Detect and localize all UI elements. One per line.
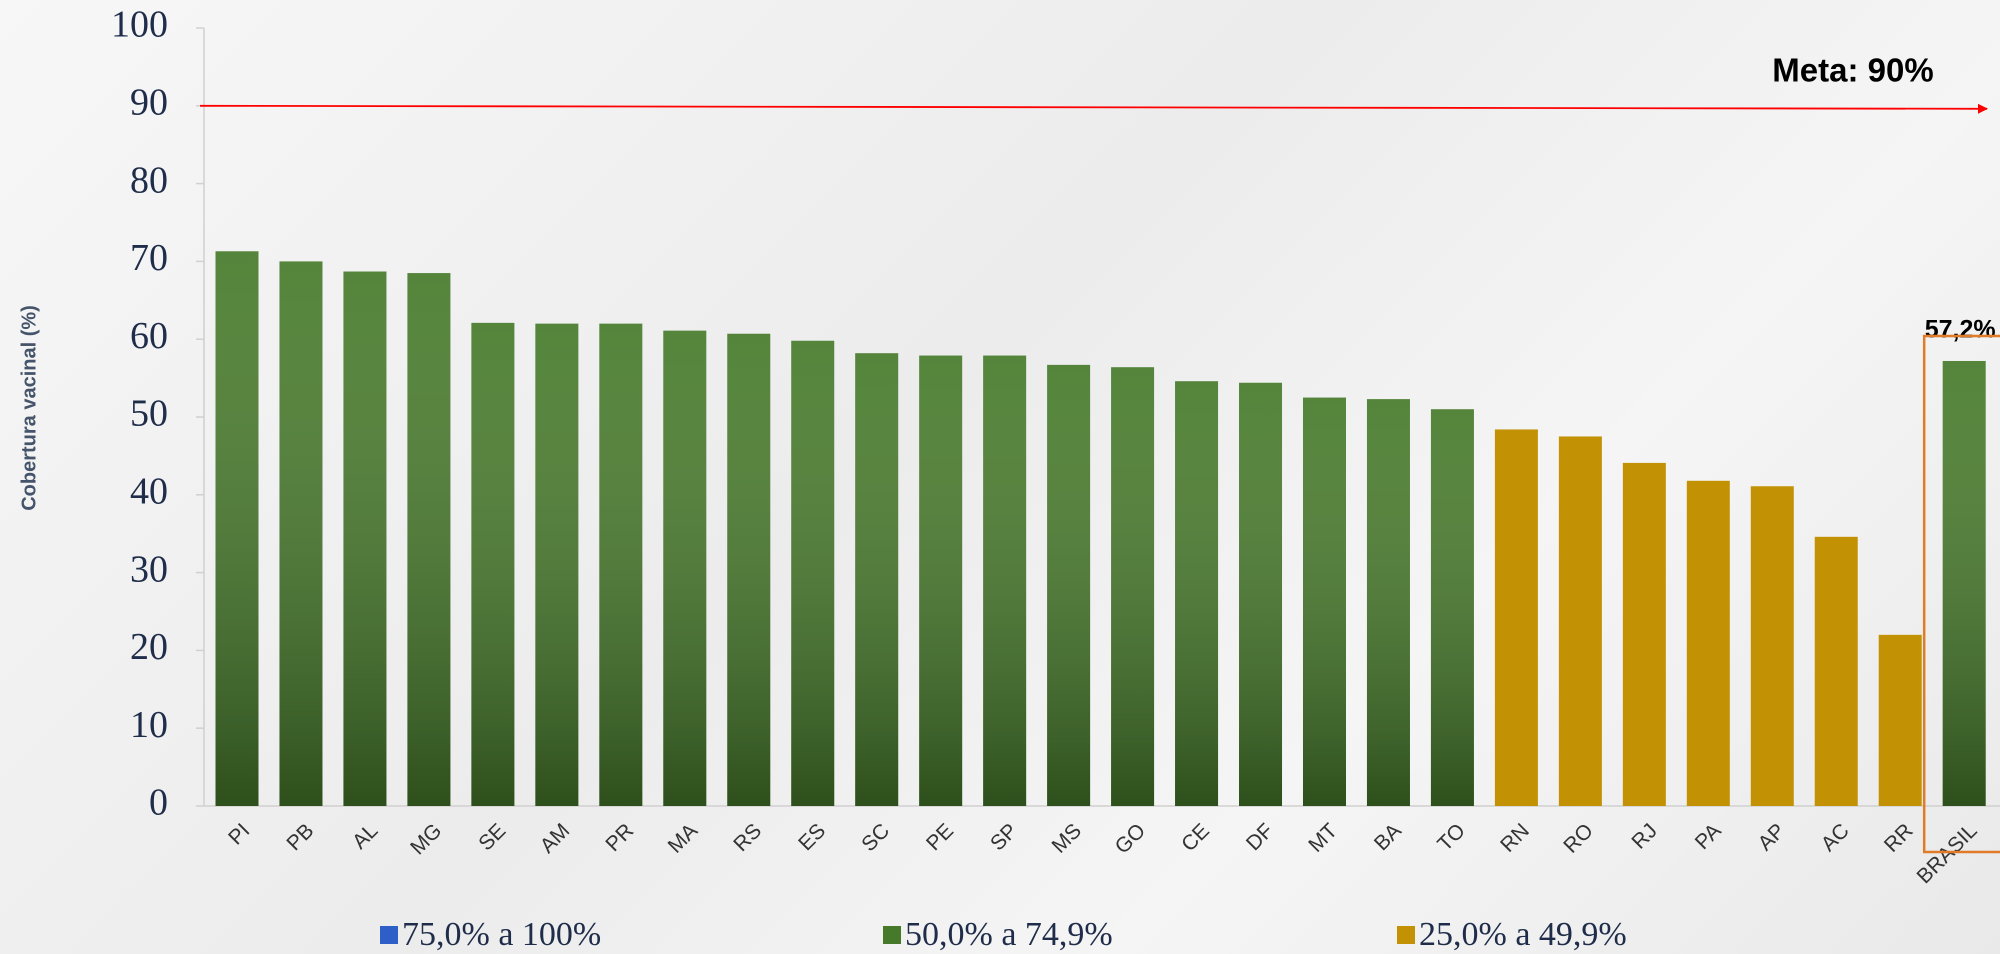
- bar-shade: [1302, 397, 1346, 806]
- bar-shade: [1430, 409, 1474, 806]
- y-axis-label: Cobertura vacinal (%): [18, 305, 40, 511]
- bar-shade: [215, 251, 259, 806]
- bar-shade: [663, 330, 707, 806]
- y-tick-label: 20: [130, 626, 168, 668]
- x-tick-label: MS: [1048, 819, 1087, 858]
- bar-shade: [791, 340, 835, 806]
- bar-shade: [983, 355, 1027, 806]
- legend-swatch: [380, 926, 398, 944]
- value-label: 57,2%: [1925, 316, 1996, 344]
- x-tick-label: CE: [1177, 819, 1214, 856]
- y-tick-label: 100: [111, 4, 168, 46]
- bar: [1558, 436, 1602, 806]
- y-tick-label: 60: [130, 315, 168, 357]
- legend-label: 50,0% a 74,9%: [905, 916, 1113, 953]
- x-tick-label: GO: [1111, 819, 1150, 858]
- legend-swatch: [883, 926, 901, 944]
- legend-label: 25,0% a 49,9%: [1419, 916, 1627, 953]
- bar-shade: [599, 323, 643, 806]
- x-tick-label: MA: [664, 819, 703, 858]
- y-tick-label: 70: [130, 237, 168, 279]
- legend-label: 75,0% a 100%: [402, 916, 601, 953]
- bar-shade: [279, 261, 323, 806]
- x-tick-label: ES: [794, 819, 830, 855]
- x-tick-label: PB: [282, 819, 318, 855]
- bar: [1750, 486, 1794, 806]
- bar: [1814, 536, 1858, 806]
- x-tick-label: PE: [922, 819, 958, 855]
- bar: [1686, 480, 1730, 806]
- y-tick-label: 30: [130, 548, 168, 590]
- x-tick-label: RO: [1559, 819, 1598, 858]
- x-tick-label: TO: [1433, 819, 1470, 856]
- reference-line: [199, 103, 1988, 114]
- x-tick-label: AC: [1817, 819, 1854, 856]
- bar: [1878, 634, 1922, 806]
- y-tick-label: 0: [149, 782, 168, 824]
- x-tick-label: MT: [1304, 819, 1342, 857]
- bar-shade: [343, 271, 387, 806]
- reference-label: Meta: 90%: [1772, 52, 1933, 89]
- x-tick-label: PR: [601, 819, 638, 856]
- x-tick-label: PA: [1691, 819, 1726, 854]
- bar-shade: [855, 353, 899, 806]
- bar-shade: [535, 323, 579, 806]
- x-tick-label: SE: [474, 819, 510, 855]
- bar-shade: [919, 355, 963, 806]
- y-tick-label: 40: [130, 471, 168, 513]
- y-tick-label: 80: [130, 159, 168, 201]
- x-tick-label: RR: [1880, 819, 1918, 857]
- bar-shade: [471, 322, 515, 806]
- bar-shade: [727, 333, 771, 806]
- bar: [1494, 429, 1538, 806]
- x-tick-label: MG: [406, 819, 446, 859]
- bar: [1622, 462, 1666, 806]
- legend-swatch: [1397, 926, 1415, 944]
- bar-shade: [1239, 382, 1283, 806]
- x-tick-label: AM: [536, 819, 575, 858]
- x-tick-label: SC: [857, 819, 894, 856]
- x-tick-label: RJ: [1627, 819, 1661, 853]
- x-tick-label: DF: [1242, 819, 1278, 855]
- bar-shade: [1175, 381, 1219, 806]
- bar-shade: [1111, 367, 1155, 806]
- bar-shade: [407, 273, 451, 806]
- bar-shade: [1366, 399, 1410, 806]
- x-tick-label: BA: [1370, 819, 1406, 855]
- bar-shade: [1942, 360, 1986, 806]
- y-tick-label: 10: [130, 704, 168, 746]
- y-tick-label: 50: [130, 393, 168, 435]
- y-tick-label: 90: [130, 82, 168, 124]
- x-tick-label: BRASIL: [1913, 819, 1982, 888]
- bar-shade: [1047, 364, 1091, 806]
- x-tick-label: AP: [1754, 819, 1790, 855]
- x-tick-label: RS: [729, 819, 766, 856]
- x-tick-label: PI: [224, 819, 254, 849]
- x-tick-label: RN: [1496, 819, 1534, 857]
- highlight-box: [1922, 334, 2000, 854]
- x-tick-label: AL: [348, 819, 382, 853]
- x-tick-label: SP: [986, 819, 1022, 855]
